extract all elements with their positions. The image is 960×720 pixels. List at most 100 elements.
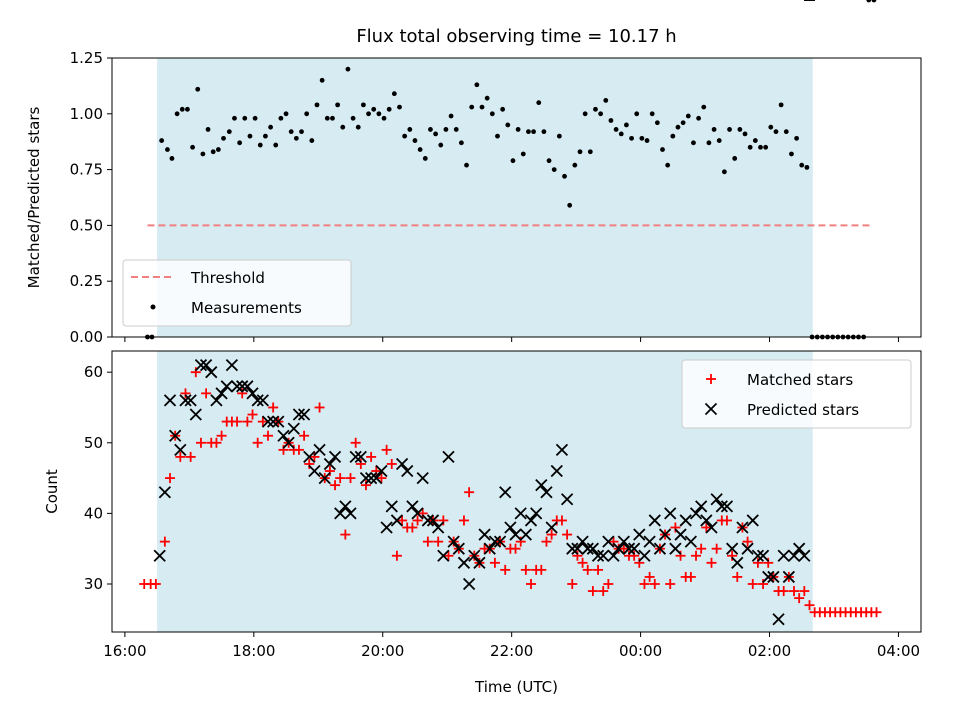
predicted-star-point [746,514,759,527]
matched-star-point [634,557,645,568]
predicted-star-point [705,521,718,534]
count-y-axis-label: Count [43,469,61,514]
measurement-point [562,173,567,179]
measurement-point [639,135,645,141]
ratio-y-tick-label: 0.00 [70,328,103,346]
matched-star-point [541,536,552,547]
predicted-star-point [684,535,698,548]
measurement-point [629,135,634,141]
predicted-star-point [220,380,233,393]
ratio-y-tick-label: 0.25 [70,272,103,290]
measurement-point [768,124,774,130]
ratio-x-ticks [124,337,899,342]
matched-star-point [758,578,769,589]
predicted-star-point [225,358,239,372]
measurement-point [304,111,310,117]
measurement-point [685,113,691,119]
matched-star-point [397,515,408,526]
matched-star-point [665,578,676,589]
measurement-point [232,115,237,121]
predicted-star-point [545,521,558,534]
predicted-star-point [380,521,393,534]
measurement-point [546,158,552,164]
time-x-tick-label: 18:00 [232,642,275,660]
measurement-point [474,82,480,88]
predicted-star-point [751,549,765,562]
predicted-star-point [540,486,553,499]
measurement-point [804,164,810,170]
measurement-point [696,115,702,121]
measurement-point [556,133,562,139]
predicted-star-point [473,556,486,569]
measurement-point [737,127,743,132]
predicted-star-point [530,507,543,520]
measurement-point [505,122,511,128]
predicted-star-point [174,443,187,456]
predicted-star-point [658,528,672,541]
predicted-star-point [426,514,440,527]
measurement-point [489,111,495,117]
matched-star-point [242,416,253,427]
predicted-star-point [679,514,692,527]
matched-star-point [675,550,686,561]
matched-star-point [407,522,418,533]
ratio-panel: 0.00 0.25 0.50 0.75 1.00 1.25 Flux total obse… [25,0,922,346]
measurement-point [665,162,671,168]
matched-star-point [685,571,696,582]
measurement-point [732,156,738,161]
predicted-star-point [674,528,687,541]
measurement-point [593,106,598,112]
measurement-point [210,149,216,155]
predicted-star-point [555,443,569,456]
measurement-point [711,127,717,132]
predicted-star-point [390,514,404,527]
predicted-star-point [406,500,419,513]
matched-star-point [412,515,423,526]
predicted-star-point [401,464,414,478]
matched-star-point [871,607,882,618]
matched-star-point [649,578,660,589]
predicted-star-point [416,471,429,485]
count-y-axis: 30 40 50 60 [84,363,112,593]
predicted-star-point [241,380,254,393]
matched-star-point [510,543,521,554]
matched-star-point [778,586,789,597]
matched-star-point [520,564,531,575]
predicted-star-point [782,570,795,584]
measurement-point [495,133,500,139]
measurement-point [634,111,640,117]
measurement-point [268,124,273,130]
predicted-star-point [602,535,615,548]
measurement-point [288,129,294,135]
matched-star-point [314,402,325,413]
matched-star-point [752,557,763,568]
measurement-point [675,124,681,130]
measurement-point [417,147,423,152]
matched-star-point [345,473,356,484]
chart-title: Flux total observing time = 10.17 h [356,26,676,47]
measurement-point [603,98,609,103]
predicted-star-point [199,358,213,372]
measurement-point [469,104,475,110]
predicted-star-point [421,514,435,527]
matched-star-point [464,487,475,498]
measurement-point [205,127,211,132]
measurement-point [773,129,779,135]
predicted-star-point [777,549,790,562]
time-x-axis: 16:00 18:00 20:00 22:00 00:00 02:00 04:00 [103,632,920,660]
predicted-star-point [612,542,625,555]
matched-star-point [330,480,341,491]
predicted-star-point [328,450,342,464]
measurement-point [531,129,536,135]
predicted-star-point [550,464,563,478]
matched-star-point [603,578,614,589]
measurement-point [763,144,769,150]
predicted-star-point [725,542,739,555]
matched-star-point [216,430,227,441]
ratio-y-tick-label: 1.00 [70,105,103,123]
matched-star-point [340,529,351,540]
matched-star-point [582,564,593,575]
legend-predicted-label: Predicted stars [747,401,859,419]
measurement-point [567,202,573,208]
predicted-star-point [272,415,285,428]
